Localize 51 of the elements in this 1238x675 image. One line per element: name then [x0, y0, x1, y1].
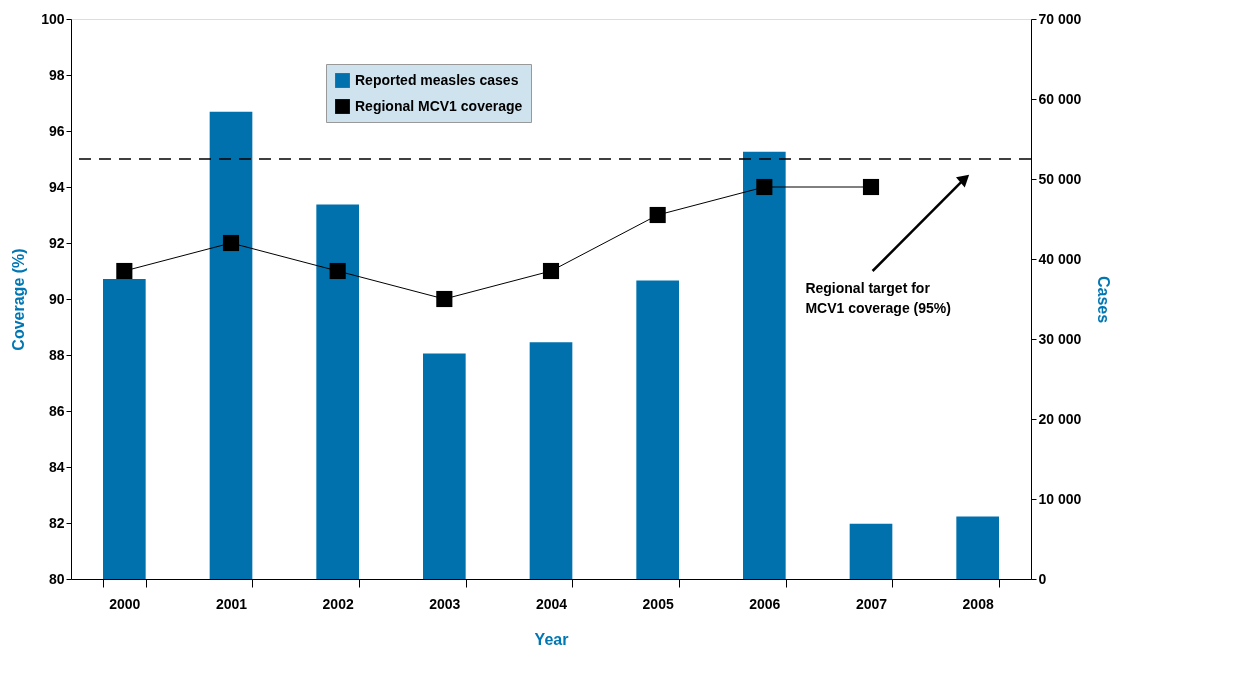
y2-tick-label: 0: [1038, 570, 1047, 587]
y-tick-label: 82: [48, 514, 65, 531]
x-tick-label: 2004: [535, 595, 568, 612]
y-tick-label: 98: [48, 66, 65, 83]
y-tick-label: 80: [48, 570, 65, 587]
x-tick-label: 2002: [322, 595, 354, 612]
x-tick-label: 2008: [962, 595, 994, 612]
point: [862, 178, 880, 196]
y2-tick-label: 20 000: [1038, 410, 1082, 427]
y2-tick-label: 30 000: [1038, 330, 1082, 347]
bar: [209, 111, 253, 579]
bar: [316, 204, 359, 579]
y2-tick-label: 50 000: [1038, 170, 1082, 187]
y2-axis-title: Cases: [1095, 275, 1113, 324]
bar: [103, 279, 146, 579]
bar: [956, 516, 999, 579]
point: [542, 262, 560, 280]
x-tick-label: 2007: [855, 595, 888, 612]
annotation: Regional target for MCV1 coverage (95%): [805, 280, 951, 317]
y-tick-label: 100: [41, 10, 65, 27]
y-tick-label: 86: [48, 402, 65, 419]
y2-tick-label: 60 000: [1038, 90, 1082, 107]
y2-tick-label: 70 000: [1038, 10, 1082, 27]
point: [116, 262, 133, 280]
point: [649, 206, 666, 224]
x-axis-title: Year: [534, 630, 569, 648]
x-tick-label: 2000: [109, 595, 141, 612]
legend-label: Regional MCV1 coverage: [355, 97, 523, 114]
x-tick-label: 2001: [215, 595, 248, 612]
y2-tick-label: 40 000: [1038, 250, 1082, 267]
point: [756, 178, 773, 196]
y-tick-label: 84: [48, 458, 65, 475]
y-tick-label: 92: [48, 234, 65, 251]
legend-label: Reported measles cases: [355, 71, 519, 88]
bar: [743, 151, 786, 579]
point: [222, 234, 240, 252]
y-tick-label: 96: [48, 122, 65, 139]
bar: [849, 523, 893, 579]
y-tick-label: 90: [48, 290, 65, 307]
y-tick-label: 88: [48, 346, 65, 363]
y-axis-title: Coverage (%): [10, 248, 28, 351]
bar: [529, 342, 573, 579]
bar: [636, 280, 679, 579]
point: [436, 290, 453, 308]
bar: [423, 353, 466, 579]
x-tick-label: 2003: [429, 595, 461, 612]
x-tick-label: 2005: [642, 595, 674, 612]
y2-tick-label: 10 000: [1038, 490, 1082, 507]
y-tick-label: 94: [48, 178, 65, 195]
x-tick-label: 2006: [749, 595, 781, 612]
point: [329, 262, 346, 280]
